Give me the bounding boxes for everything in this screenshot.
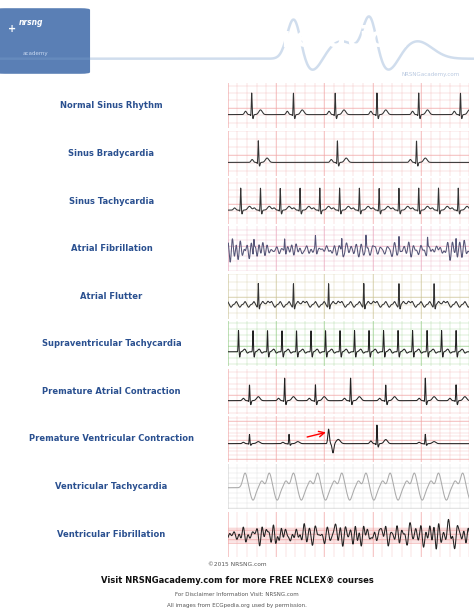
Text: Premature Atrial Contraction: Premature Atrial Contraction: [42, 387, 181, 396]
Text: All images from ECGpedia.org used by permission.: All images from ECGpedia.org used by per…: [167, 603, 307, 608]
Text: Premature Ventricular Contraction: Premature Ventricular Contraction: [29, 435, 194, 443]
Text: For Disclaimer Information Visit: NRSNG.com: For Disclaimer Information Visit: NRSNG.…: [175, 592, 299, 597]
Text: Atrial Fibrillation: Atrial Fibrillation: [71, 244, 152, 253]
FancyBboxPatch shape: [0, 8, 90, 74]
Text: nrsng: nrsng: [18, 18, 43, 28]
Text: Ventricular Fibrillation: Ventricular Fibrillation: [57, 530, 165, 539]
Text: academy: academy: [23, 51, 48, 56]
Text: Ventricular Tachycardia: Ventricular Tachycardia: [55, 482, 167, 491]
Text: Visit NRSNGacademy.com for more FREE NCLEX® courses: Visit NRSNGacademy.com for more FREE NCL…: [100, 576, 374, 585]
Text: NRSNGacademy.com: NRSNGacademy.com: [401, 72, 460, 77]
Text: Atrial Flutter: Atrial Flutter: [80, 292, 143, 301]
Text: Normal Sinus Rhythm: Normal Sinus Rhythm: [60, 101, 163, 110]
Text: Sinus Tachycardia: Sinus Tachycardia: [69, 197, 154, 205]
Text: Sinus Bradycardia: Sinus Bradycardia: [68, 149, 155, 158]
Text: ©2015 NRSNG.com: ©2015 NRSNG.com: [208, 562, 266, 568]
Text: EKG Interpretation: EKG Interpretation: [113, 25, 408, 53]
Text: +: +: [8, 24, 16, 34]
Text: Supraventricular Tachycardia: Supraventricular Tachycardia: [42, 340, 181, 348]
